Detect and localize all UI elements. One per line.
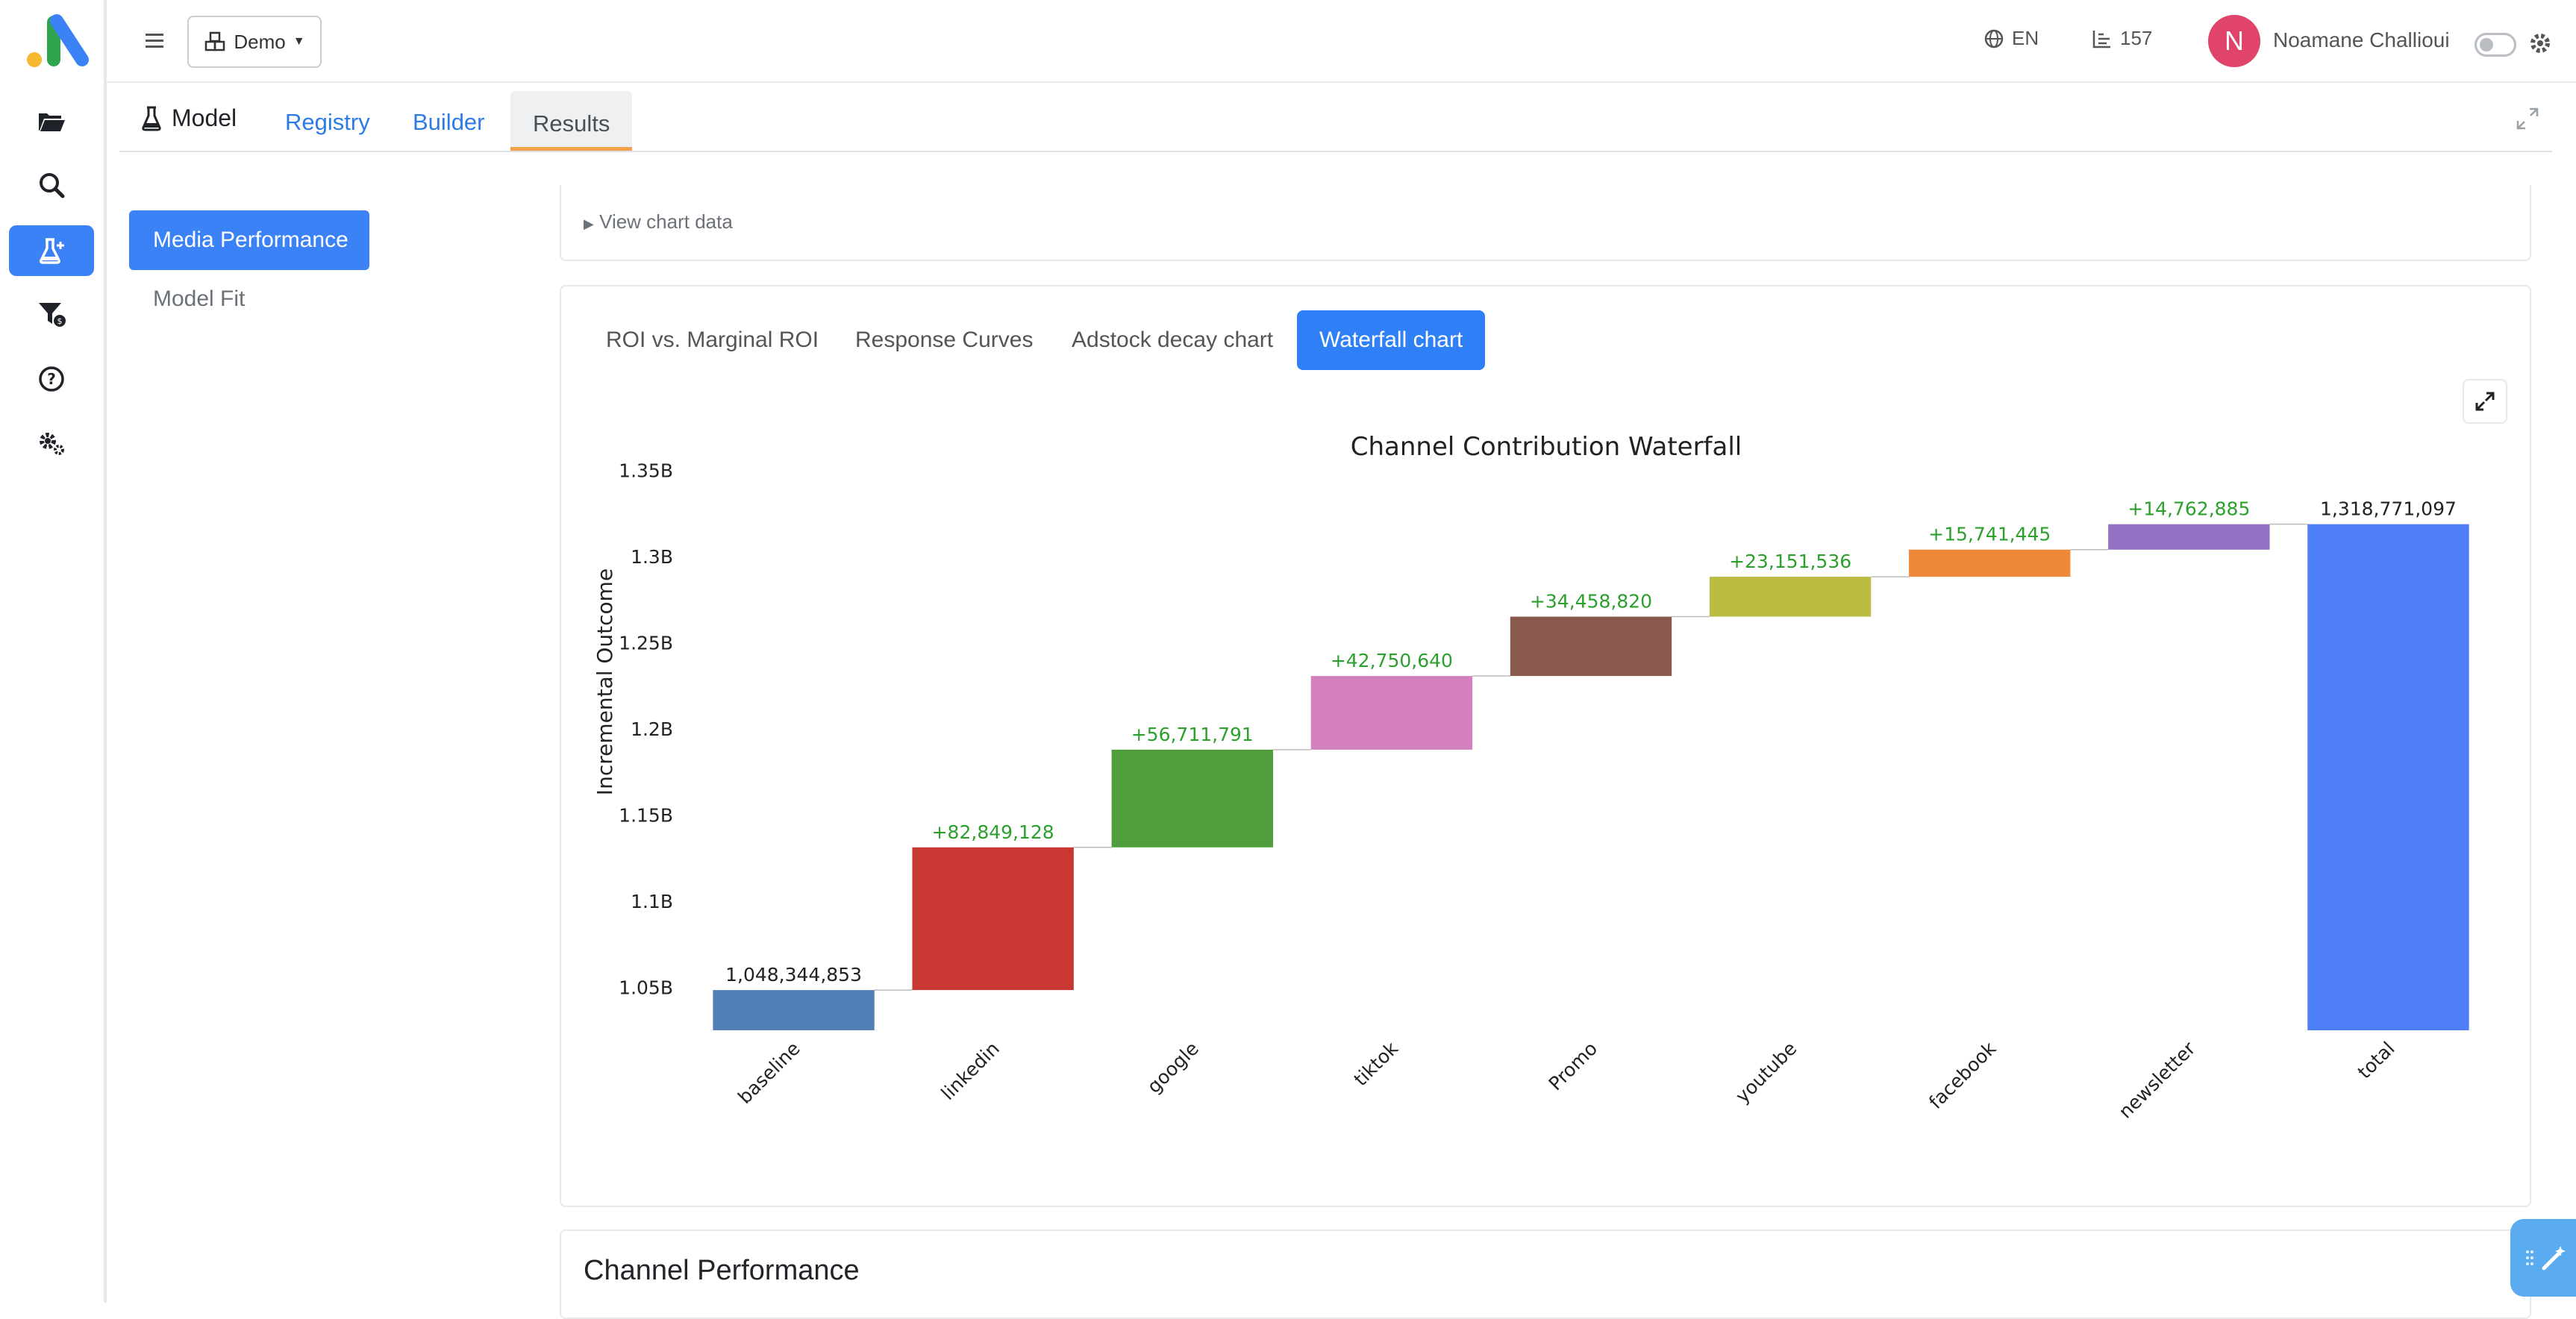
filter-dollar-icon: $	[39, 303, 66, 327]
waterfall-bar-facebook[interactable]	[1909, 549, 2071, 577]
x-tick-label: total	[2354, 1038, 2399, 1083]
nav-media-performance[interactable]: Media Performance	[129, 210, 369, 270]
chart-title: Channel Contribution Waterfall	[1351, 432, 1742, 462]
sidebar-item-folders[interactable]	[9, 95, 94, 146]
y-tick-label: 1.35B	[619, 460, 673, 482]
data-label: +82,849,128	[932, 821, 1054, 843]
user-name[interactable]: Noamane Challioui	[2273, 28, 2450, 51]
y-tick-label: 1.3B	[631, 546, 673, 568]
data-label: +42,750,640	[1331, 650, 1453, 671]
data-label: +23,151,536	[1729, 551, 1851, 572]
chart-data-card: ▶ View chart data	[560, 185, 2531, 261]
data-label: +15,741,445	[1928, 524, 2051, 545]
waterfall-bar-newsletter[interactable]	[2108, 524, 2270, 550]
sidebar-item-help[interactable]: ?	[9, 354, 94, 404]
magic-wand-icon	[2542, 1246, 2566, 1271]
theme-toggle[interactable]	[2475, 33, 2516, 57]
svg-text:$: $	[57, 316, 63, 326]
x-tick-label: youtube	[1731, 1038, 1801, 1107]
globe-icon	[1984, 29, 2004, 48]
workspace-dropdown[interactable]: Demo ▼	[187, 16, 322, 68]
expand-arrows-icon	[2475, 392, 2495, 411]
data-label: 1,048,344,853	[725, 964, 862, 986]
channel-performance-title: Channel Performance	[584, 1255, 860, 1286]
sidebar-item-search[interactable]	[9, 160, 94, 210]
x-tick-label: newsletter	[2115, 1037, 2201, 1123]
tab-adstock-decay-chart[interactable]: Adstock decay chart	[1072, 328, 1274, 352]
y-tick-label: 1.15B	[619, 804, 673, 826]
data-label: +34,458,820	[1530, 591, 1652, 612]
folder-open-icon	[39, 113, 65, 131]
waterfall-bar-baseline[interactable]	[713, 990, 875, 1030]
channel-performance-card: Channel Performance	[560, 1229, 2531, 1319]
avatar[interactable]: N	[2208, 15, 2260, 67]
app-logo[interactable]	[27, 12, 94, 69]
data-label: +14,762,885	[2128, 498, 2250, 520]
drag-handle-icon	[2526, 1250, 2533, 1265]
tab-roi-vs-marginal-roi[interactable]: ROI vs. Marginal ROI	[606, 328, 819, 352]
tab-response-curves[interactable]: Response Curves	[855, 328, 1034, 352]
y-tick-label: 1.1B	[631, 891, 673, 912]
waterfall-bar-youtube[interactable]	[1709, 577, 1872, 617]
waterfall-bar-linkedin[interactable]	[912, 847, 1074, 991]
tab-results[interactable]: Results	[510, 91, 633, 151]
waterfall-bar-tiktok[interactable]	[1310, 676, 1473, 750]
caret-down-icon: ▼	[293, 35, 305, 48]
waterfall-bar-promo[interactable]	[1510, 616, 1672, 677]
runs-counter[interactable]: 157	[2092, 27, 2152, 50]
gears-icon	[40, 433, 64, 455]
language-selector[interactable]: EN	[1983, 27, 2039, 50]
x-tick-label: Promo	[1545, 1038, 1602, 1095]
search-icon	[40, 173, 65, 198]
sidebar-item-filter[interactable]: $	[9, 288, 94, 339]
top-bar: Demo ▼ EN 157 N Noamane Challioui	[107, 0, 2576, 83]
expand-icon[interactable]	[2515, 106, 2540, 131]
y-tick-label: 1.2B	[631, 718, 673, 740]
sidebar-item-model[interactable]	[9, 225, 94, 276]
y-tick-label: 1.05B	[619, 977, 673, 998]
chart-bars-icon	[2092, 30, 2110, 48]
model-tabs: Model Registry Builder Results	[119, 84, 2552, 152]
tab-registry[interactable]: Registry	[285, 109, 370, 135]
x-tick-label: linkedin	[937, 1038, 1004, 1104]
help-icon: ?	[39, 366, 64, 392]
sidebar: $ ?	[0, 0, 107, 1303]
workspace-label: Demo	[234, 30, 286, 53]
flask-plus-icon	[40, 238, 64, 264]
model-title: Model	[140, 104, 237, 132]
tab-builder[interactable]: Builder	[413, 109, 485, 135]
gear-icon[interactable]	[2527, 30, 2554, 57]
assistant-fab[interactable]	[2510, 1219, 2576, 1297]
data-label: 1,318,771,097	[2320, 498, 2457, 520]
waterfall-bar-google[interactable]	[1111, 749, 1273, 848]
x-tick-label: google	[1143, 1038, 1203, 1097]
x-tick-label: baseline	[734, 1038, 804, 1109]
tab-waterfall-chart[interactable]: Waterfall chart	[1297, 310, 1486, 370]
chart-card: ROI vs. Marginal ROI Response Curves Ads…	[560, 285, 2531, 1207]
svg-text:?: ?	[47, 370, 56, 388]
x-tick-label: tiktok	[1350, 1037, 1403, 1090]
cubes-icon	[205, 31, 225, 51]
runs-count: 157	[2120, 27, 2153, 49]
nav-model-fit[interactable]: Model Fit	[153, 286, 246, 311]
y-tick-label: 1.25B	[619, 632, 673, 654]
details-label: View chart data	[599, 210, 733, 233]
model-title-text: Model	[172, 104, 237, 131]
sidebar-item-settings[interactable]	[9, 418, 94, 469]
caret-right-icon: ▶	[584, 216, 594, 231]
waterfall-chart: Channel Contribution Waterfall Increment…	[593, 432, 2469, 1123]
language-label: EN	[2012, 27, 2039, 49]
flask-icon	[142, 106, 161, 131]
x-tick-label: facebook	[1925, 1037, 2001, 1113]
view-chart-data-toggle[interactable]: ▶ View chart data	[584, 210, 733, 234]
data-label: +56,711,791	[1131, 724, 1254, 745]
menu-icon[interactable]	[143, 28, 166, 52]
fullscreen-button[interactable]	[2463, 379, 2507, 424]
waterfall-bar-total[interactable]	[2307, 524, 2469, 1030]
y-axis-label: Incremental Outcome	[593, 568, 617, 795]
